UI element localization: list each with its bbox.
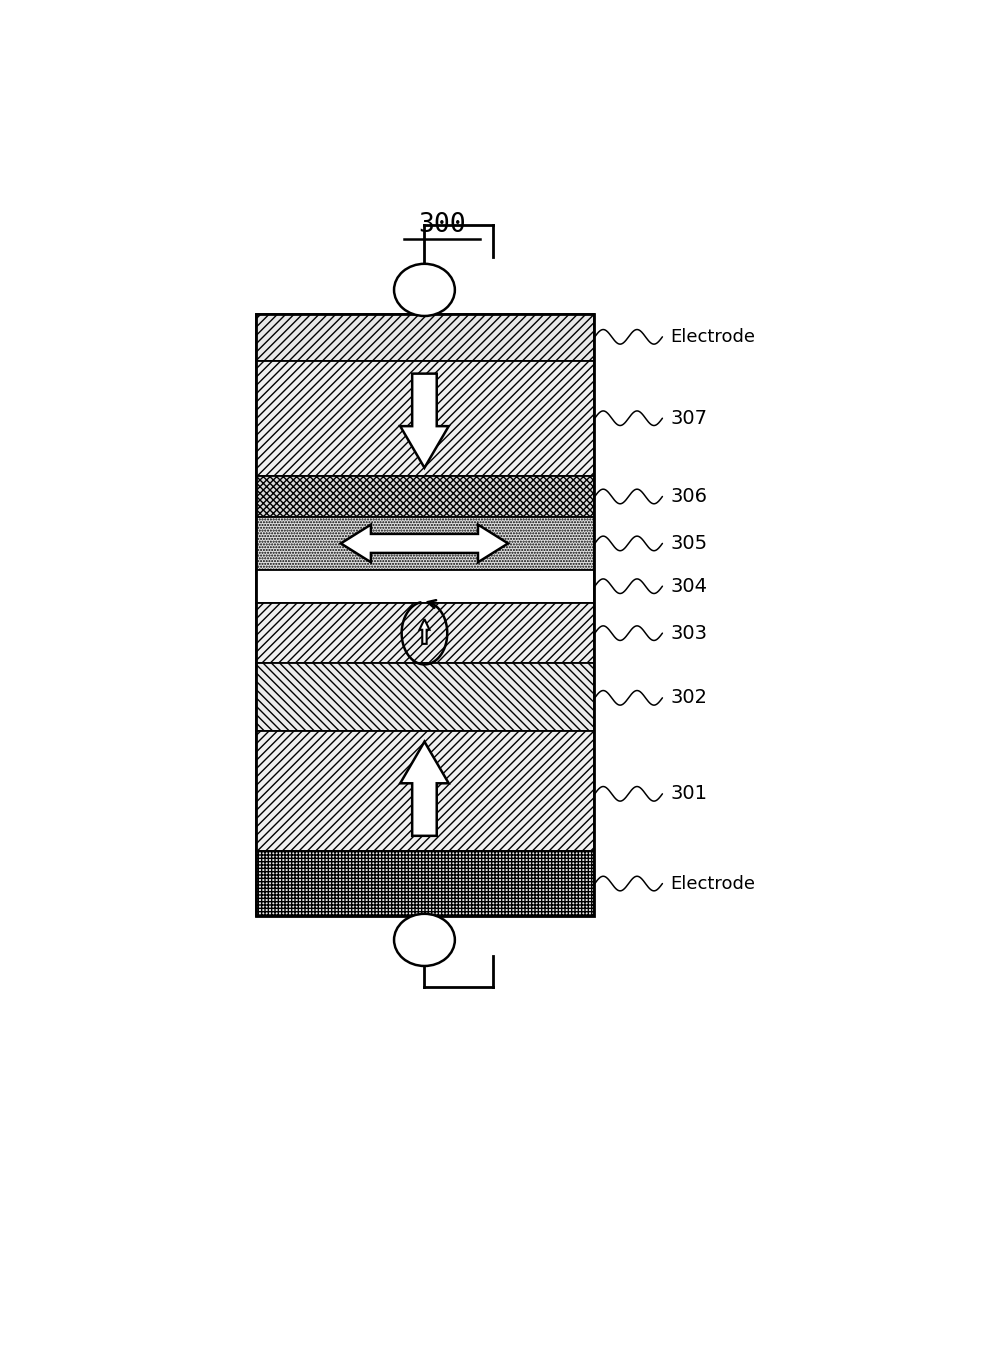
Text: 305: 305	[670, 534, 707, 553]
Bar	[256, 569, 594, 603]
Bar	[256, 314, 594, 360]
Bar	[256, 476, 594, 518]
Text: 302: 302	[670, 688, 707, 707]
Text: Electrode: Electrode	[670, 874, 755, 893]
Bar	[256, 518, 594, 569]
Text: 307: 307	[670, 409, 707, 428]
Text: 304: 304	[670, 577, 707, 596]
Bar	[256, 664, 594, 732]
Ellipse shape	[394, 913, 455, 966]
Bar	[256, 314, 594, 916]
Bar	[256, 851, 594, 916]
Ellipse shape	[394, 264, 455, 316]
Bar	[256, 732, 594, 851]
Polygon shape	[420, 619, 430, 644]
Bar	[256, 603, 594, 664]
Polygon shape	[400, 374, 448, 467]
Bar	[256, 360, 594, 476]
Text: 303: 303	[670, 623, 707, 642]
Text: 301: 301	[670, 785, 707, 804]
Polygon shape	[340, 524, 508, 562]
Text: 306: 306	[670, 486, 707, 505]
Text: 300: 300	[418, 213, 466, 238]
Text: Electrode: Electrode	[670, 328, 755, 346]
Polygon shape	[400, 741, 448, 836]
